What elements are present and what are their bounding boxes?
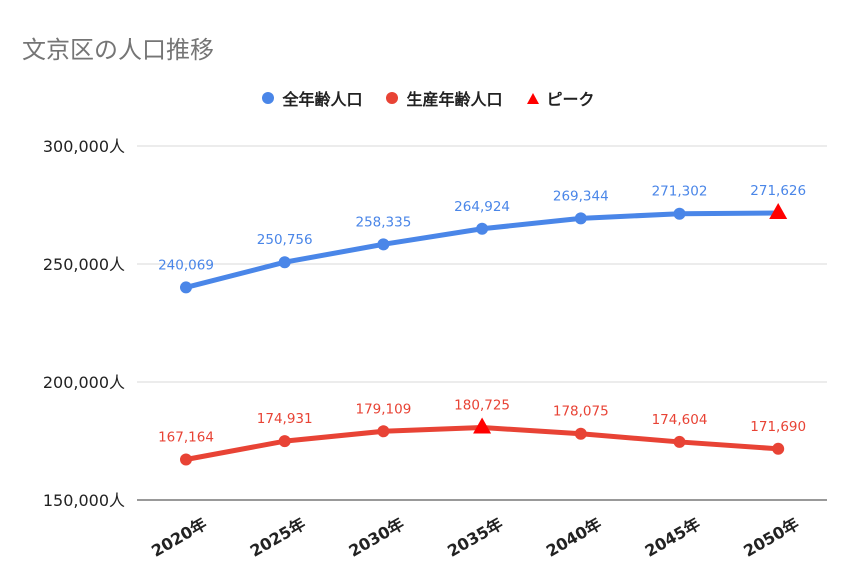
data-label: 240,069 <box>158 257 214 273</box>
y-tick-label: 150,000人 <box>43 491 125 510</box>
x-tick-label: 2035年 <box>444 514 506 561</box>
y-tick-label: 300,000人 <box>43 137 125 156</box>
y-tick-label: 250,000人 <box>43 255 125 274</box>
data-label: 271,626 <box>750 183 806 199</box>
legend-dot-working <box>386 92 399 104</box>
data-point <box>377 425 390 438</box>
data-label: 180,725 <box>454 397 510 413</box>
peak-marker <box>473 417 492 434</box>
peak-marker <box>769 202 788 219</box>
legend-item-total: 全年齢人口 <box>262 86 362 110</box>
x-tick-label: 2040年 <box>543 514 605 561</box>
data-label: 269,344 <box>553 188 609 204</box>
legend-label-total: 全年齢人口 <box>282 90 363 109</box>
legend-triangle-peak <box>526 92 539 104</box>
x-tick-label: 2025年 <box>247 514 309 561</box>
legend-label-peak: ピーク <box>546 90 595 109</box>
data-point <box>772 442 785 455</box>
legend-item-working: 生産年齢人口 <box>386 86 503 110</box>
data-label: 174,604 <box>652 412 708 428</box>
data-point <box>278 435 291 448</box>
x-tick-label: 2030年 <box>345 514 407 561</box>
data-point <box>574 212 587 225</box>
data-label: 171,690 <box>750 419 806 435</box>
y-tick-label: 200,000人 <box>43 373 125 392</box>
x-tick-label: 2020年 <box>148 514 210 561</box>
data-point <box>377 238 390 251</box>
chart-legend: 全年齢人口 生産年齢人口 ピーク <box>0 86 857 110</box>
legend-label-working: 生産年齢人口 <box>406 90 503 109</box>
data-point <box>180 453 192 466</box>
data-point <box>476 222 489 235</box>
legend-item-peak: ピーク <box>526 86 595 110</box>
data-point <box>278 256 291 269</box>
data-label: 179,109 <box>355 401 411 417</box>
data-label: 271,302 <box>652 184 708 200</box>
data-point <box>180 281 192 294</box>
data-label: 258,335 <box>355 214 411 230</box>
data-point <box>673 207 686 220</box>
chart-title: 文京区の人口推移 <box>22 36 214 64</box>
data-label: 250,756 <box>257 232 313 248</box>
data-label: 174,931 <box>257 411 313 427</box>
legend-dot-total <box>262 92 275 104</box>
data-point <box>574 427 587 440</box>
data-label: 264,924 <box>454 199 510 215</box>
data-label: 167,164 <box>158 429 214 445</box>
x-tick-label: 2045年 <box>642 514 704 561</box>
x-tick-label: 2050年 <box>740 514 802 561</box>
data-label: 178,075 <box>553 404 609 420</box>
data-point <box>673 435 686 448</box>
